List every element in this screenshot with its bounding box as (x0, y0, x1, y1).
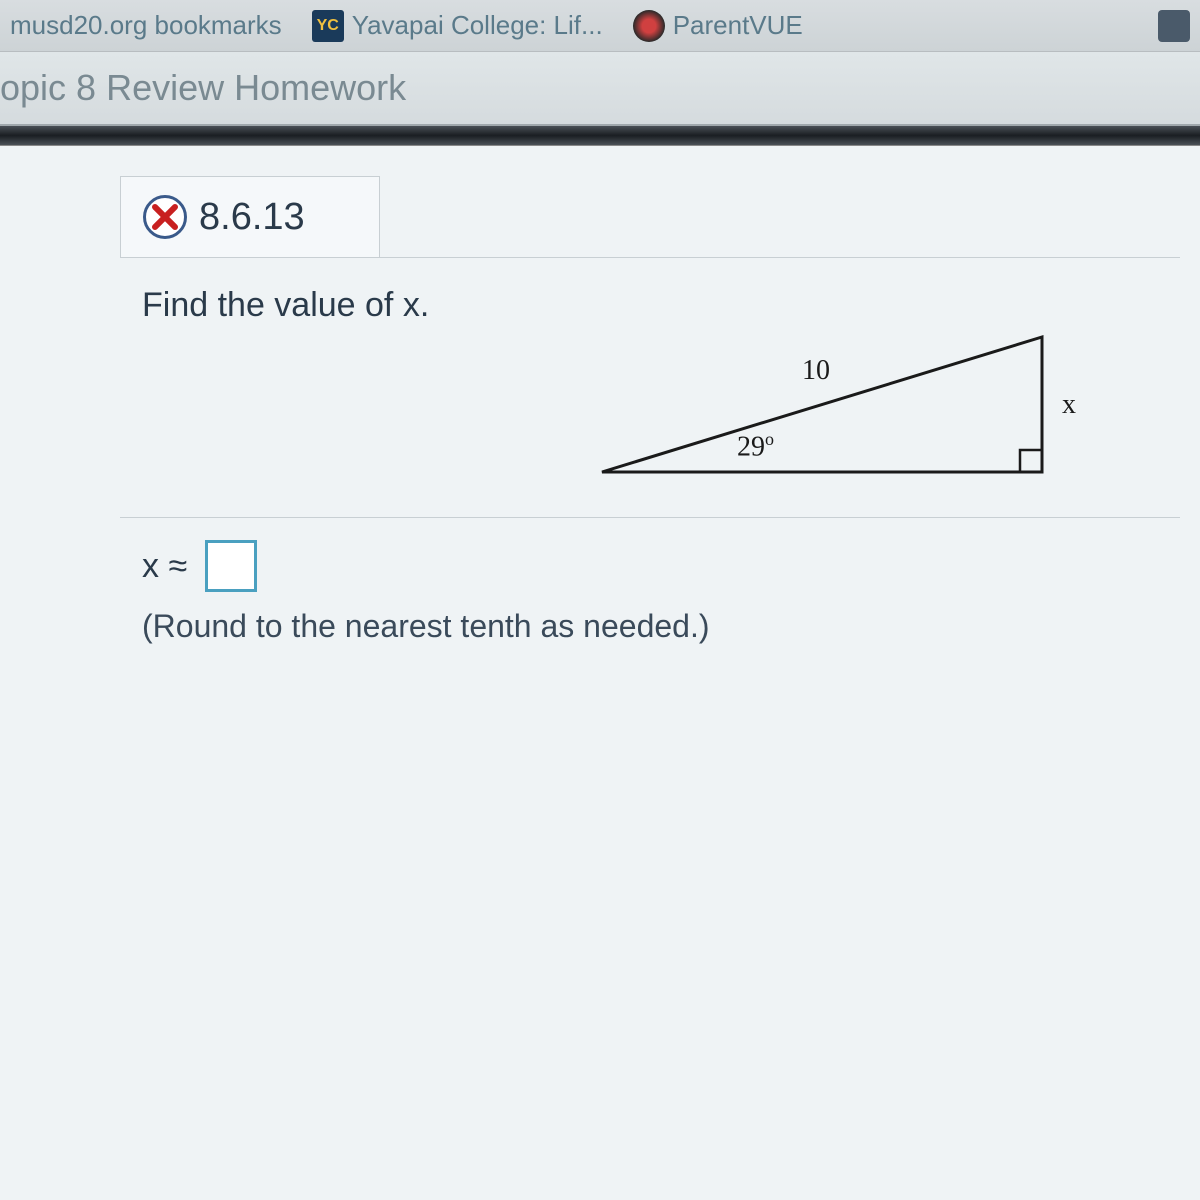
side-x-label: x (1062, 389, 1076, 421)
bookmark-label: ParentVUE (673, 10, 803, 41)
incorrect-icon (143, 195, 187, 239)
bookmark-parentvue[interactable]: ParentVUE (633, 10, 803, 42)
yc-icon: YC (312, 10, 344, 42)
answer-prefix-label: x ≈ (142, 547, 187, 586)
problem-row: 10 29o x (142, 337, 1180, 507)
angle-label: 29o (737, 429, 774, 463)
answer-input[interactable] (205, 540, 257, 592)
hint-text: (Round to the nearest tenth as needed.) (142, 608, 1180, 645)
bookmarks-bar: musd20.org bookmarks YC Yavapai College:… (0, 0, 1200, 52)
parentvue-icon (633, 10, 665, 42)
question-container: 8.6.13 Find the value of x. 10 29o x (120, 176, 1180, 645)
bookmark-label: musd20.org bookmarks (10, 10, 282, 41)
page-title: opic 8 Review Homework (0, 67, 406, 109)
question-body: Find the value of x. 10 29o x (120, 257, 1180, 507)
bookmark-other[interactable] (1158, 10, 1190, 42)
generic-icon (1158, 10, 1190, 42)
content-area: 8.6.13 Find the value of x. 10 29o x (0, 146, 1200, 1200)
question-header: 8.6.13 (120, 176, 380, 257)
bookmark-musd20[interactable]: musd20.org bookmarks (10, 10, 282, 41)
bookmark-label: Yavapai College: Lif... (352, 10, 603, 41)
separator-bar (0, 126, 1200, 146)
triangle-diagram: 10 29o x (562, 307, 1102, 507)
answer-area: x ≈ (Round to the nearest tenth as neede… (120, 518, 1180, 645)
hypotenuse-label: 10 (802, 355, 830, 387)
page-title-bar: opic 8 Review Homework (0, 52, 1200, 126)
bookmark-yavapai[interactable]: YC Yavapai College: Lif... (312, 10, 603, 42)
answer-row: x ≈ (142, 540, 257, 592)
question-number: 8.6.13 (199, 196, 305, 239)
